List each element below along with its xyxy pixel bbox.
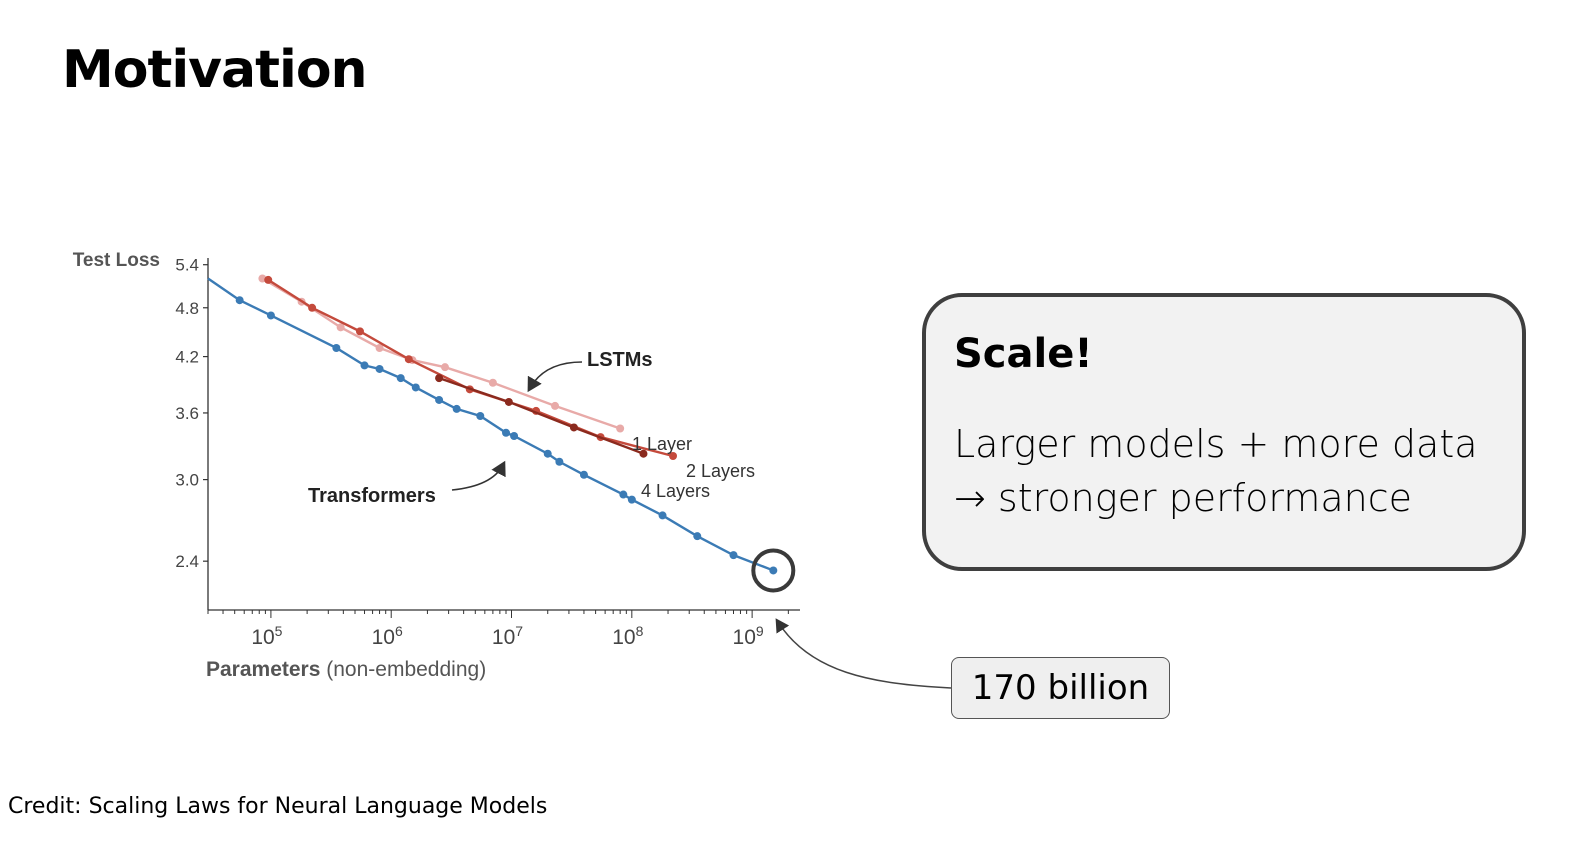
scale-title: Scale!: [954, 331, 1093, 377]
data-point-transformers: [729, 551, 738, 560]
data-point-lstm_4: [569, 423, 578, 432]
credit-text: Credit: Scaling Laws for Neural Language…: [8, 794, 548, 819]
y-tick-label: 3.0: [175, 471, 199, 490]
data-point-lstm_4: [435, 374, 444, 383]
data-point-transformers: [555, 457, 564, 466]
data-point-transformers: [411, 383, 420, 392]
four-layers-label: 4 Layers: [641, 481, 710, 501]
data-point-lstm_4: [639, 449, 648, 458]
x-tick-label: 109: [733, 623, 764, 649]
data-point-transformers: [235, 296, 244, 305]
data-point-lstm_1: [336, 323, 345, 332]
data-point-lstm_2: [308, 303, 317, 312]
data-point-transformers: [769, 566, 778, 575]
data-point-lstm_2: [669, 452, 678, 461]
y-tick-label: 3.6: [175, 404, 199, 423]
data-point-transformers: [452, 404, 461, 413]
data-point-transformers: [332, 343, 341, 352]
data-point-transformers: [375, 364, 384, 373]
data-point-transformers: [266, 311, 275, 320]
data-point-transformers: [396, 374, 405, 383]
transformers-annotation: Transformers: [308, 485, 436, 507]
scale-callout-box: Scale! Larger models + more data → stron…: [922, 293, 1526, 571]
y-tick-label: 4.8: [175, 299, 199, 318]
lstms-annotation: LSTMs: [587, 349, 653, 371]
data-point-transformers: [510, 431, 519, 440]
data-point-lstm_1: [375, 343, 384, 352]
data-point-lstm_2: [355, 327, 364, 336]
series-line-lstm_1: [261, 277, 621, 430]
data-point-lstm_4: [504, 397, 513, 406]
scale-line-2: → stronger performance: [954, 476, 1412, 520]
lstms-arrow: [527, 361, 583, 393]
x-tick-label: 107: [492, 623, 523, 649]
data-point-transformers: [658, 511, 667, 520]
data-point-transformers: [502, 428, 511, 437]
data-point-transformers: [360, 361, 369, 370]
callout-connector-arrow: [775, 618, 952, 689]
data-point-lstm_2: [264, 275, 273, 284]
data-point-lstm_2: [404, 355, 413, 364]
y-tick-label: 4.2: [175, 348, 199, 367]
data-point-lstm_1: [441, 363, 450, 372]
data-point-transformers: [627, 495, 636, 504]
two-layers-label: 2 Layers: [686, 461, 755, 481]
data-point-transformers: [579, 470, 588, 479]
transformers-arrow: [451, 460, 506, 491]
data-point-transformers: [619, 490, 628, 499]
slide-title: Motivation: [62, 40, 368, 100]
parameter-count-callout: 170 billion: [951, 657, 1170, 719]
data-point-lstm_1: [551, 401, 560, 410]
highlight-circle: [751, 548, 796, 593]
data-point-lstm_1: [488, 378, 497, 387]
data-point-transformers: [476, 412, 485, 421]
y-axis-label: Test Loss: [73, 250, 160, 271]
x-tick-label: 105: [251, 623, 282, 649]
scale-line-1: Larger models + more data: [954, 422, 1478, 466]
data-point-transformers: [693, 532, 702, 541]
y-tick-label: 2.4: [175, 552, 199, 571]
x-tick-label: 108: [612, 623, 643, 649]
data-point-transformers: [435, 395, 444, 404]
series-line-transformers: [207, 277, 774, 572]
data-point-lstm_1: [616, 424, 625, 433]
y-tick-label: 5.4: [175, 256, 199, 275]
data-point-transformers: [543, 449, 552, 458]
x-tick-label: 106: [372, 623, 403, 649]
series-line-lstm_4: [438, 376, 644, 455]
x-axis-label: Parameters (non-embedding): [206, 658, 486, 681]
one-layer-label: 1 Layer: [632, 434, 692, 454]
